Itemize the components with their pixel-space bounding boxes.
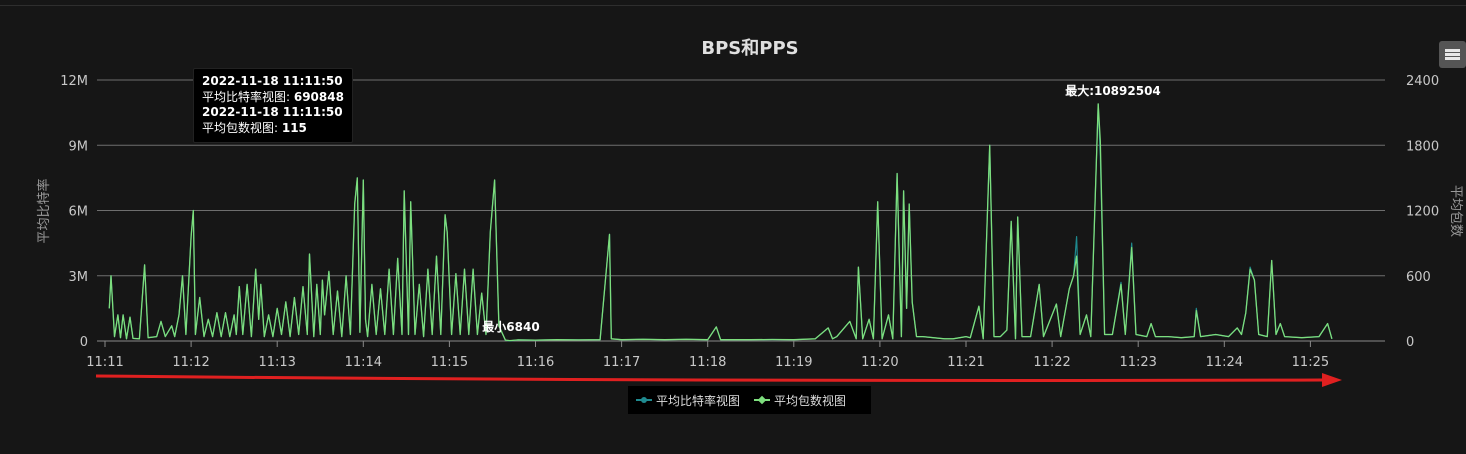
left-tick-label: 0 — [80, 335, 88, 350]
right-axis: 0 600 1200 1800 2400 — [1406, 74, 1439, 350]
tooltip-value-2: 115 — [281, 120, 307, 135]
series-line-packets — [108, 103, 1333, 342]
x-tick-label: 11:11 — [86, 355, 123, 370]
tooltip-time-1: 2022-11-18 11:11:50 — [202, 74, 343, 88]
tooltip-time-2: 2022-11-18 11:11:50 — [202, 105, 343, 119]
left-axis-label: 平均比特率 — [36, 178, 52, 243]
x-tick-label: 11:14 — [345, 355, 382, 370]
right-tick-label: 1200 — [1406, 205, 1439, 220]
chart-title: BPS和PPS — [701, 38, 798, 59]
x-tick-label: 11:18 — [689, 355, 726, 370]
menu-bar-icon — [1445, 57, 1460, 60]
x-axis: 11:11 11:12 11:13 11:14 11:15 11:16 11:17 11:18… — [86, 341, 1329, 370]
legend-label-packets: 平均包数视图 — [774, 393, 847, 408]
x-tick-label: 11:17 — [603, 355, 640, 370]
x-tick-label: 11:16 — [517, 355, 554, 370]
right-tick-label: 1800 — [1406, 139, 1439, 154]
diamond-marker-icon — [754, 395, 771, 405]
legend-label-bitrate: 平均比特率视图 — [656, 393, 741, 408]
right-axis-label: 平均包数 — [1448, 185, 1463, 237]
red-arrow — [95, 373, 1342, 387]
tooltip-label-2: 平均包数视图: — [202, 120, 282, 135]
menu-bar-icon — [1445, 49, 1460, 52]
left-tick-label: 12M — [60, 74, 88, 89]
chart-legend: 平均比特率视图 平均包数视图 — [628, 386, 871, 414]
left-tick-label: 9M — [69, 139, 89, 154]
max-annotation: 最大:10892504 — [1065, 83, 1161, 98]
x-tick-label: 11:24 — [1206, 355, 1243, 370]
x-tick-label: 11:12 — [172, 355, 209, 370]
left-tick-label: 3M — [69, 270, 89, 285]
left-axis: 0 3M 6M 9M 12M — [60, 74, 88, 350]
tooltip-value-1: 690848 — [293, 89, 344, 104]
x-tick-label: 11:19 — [775, 355, 812, 370]
series-layer — [108, 103, 1333, 342]
top-border — [0, 5, 1466, 6]
min-annotation: 最小6840 — [482, 319, 539, 334]
right-tick-label: 0 — [1406, 335, 1414, 350]
red-arrow-head — [1322, 373, 1342, 387]
legend-item-bitrate[interactable]: 平均比特率视图 — [636, 392, 740, 409]
right-tick-label: 600 — [1406, 270, 1431, 285]
tooltip-row-2: 平均包数视图: 115 — [202, 121, 352, 137]
x-tick-label: 11:20 — [861, 355, 898, 370]
x-tick-label: 11:25 — [1292, 355, 1329, 370]
legend-item-packets[interactable]: 平均包数视图 — [754, 392, 846, 409]
x-tick-label: 11:23 — [1119, 355, 1156, 370]
right-tick-label: 2400 — [1406, 74, 1439, 89]
x-tick-label: 11:22 — [1033, 355, 1070, 370]
x-tick-label: 11:13 — [258, 355, 295, 370]
tooltip-row-1: 平均比特率视图: 690848 — [202, 90, 352, 106]
chart-tooltip: 2022-11-18 11:11:50 平均比特率视图: 690848 2022… — [193, 68, 353, 143]
left-tick-label: 6M — [69, 205, 89, 220]
circle-marker-icon — [636, 395, 652, 405]
red-arrow-line — [95, 374, 1323, 382]
menu-bar-icon — [1445, 53, 1460, 56]
tooltip-label-1: 平均比特率视图: — [202, 89, 294, 104]
x-tick-label: 11:15 — [431, 355, 468, 370]
chart-menu-button[interactable] — [1439, 41, 1466, 68]
x-tick-label: 11:21 — [947, 355, 984, 370]
